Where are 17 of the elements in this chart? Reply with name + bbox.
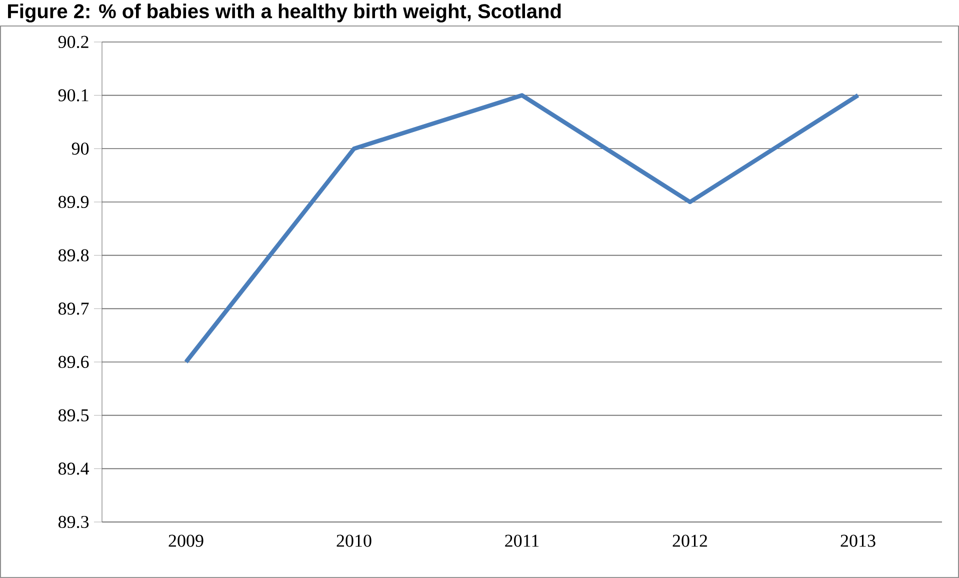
y-tick-label: 89.8 <box>58 249 89 262</box>
y-tick-label: 90.2 <box>58 36 88 48</box>
y-tick-label: 90.1 <box>58 89 88 102</box>
x-tick-label: 2011 <box>505 534 539 547</box>
x-tick-label: 2012 <box>672 534 708 547</box>
y-tick-label: 89.3 <box>58 516 89 528</box>
line-series <box>184 93 860 364</box>
y-tick-label: 89.7 <box>58 302 89 315</box>
y-tick-label: 89.4 <box>58 462 90 475</box>
x-tick-label: 2013 <box>840 534 876 547</box>
y-tick-label: 89.6 <box>58 356 89 368</box>
x-tick-label: 2010 <box>336 534 372 547</box>
y-tick-label: 90 <box>72 142 89 155</box>
y-tick-label: 89.9 <box>58 196 89 208</box>
y-tick-label: 89.5 <box>58 409 89 422</box>
chart-title: Figure 2: % of babies with a healthy birth weight, Scotland <box>8 4 561 22</box>
x-tick-label: 2009 <box>168 534 204 547</box>
